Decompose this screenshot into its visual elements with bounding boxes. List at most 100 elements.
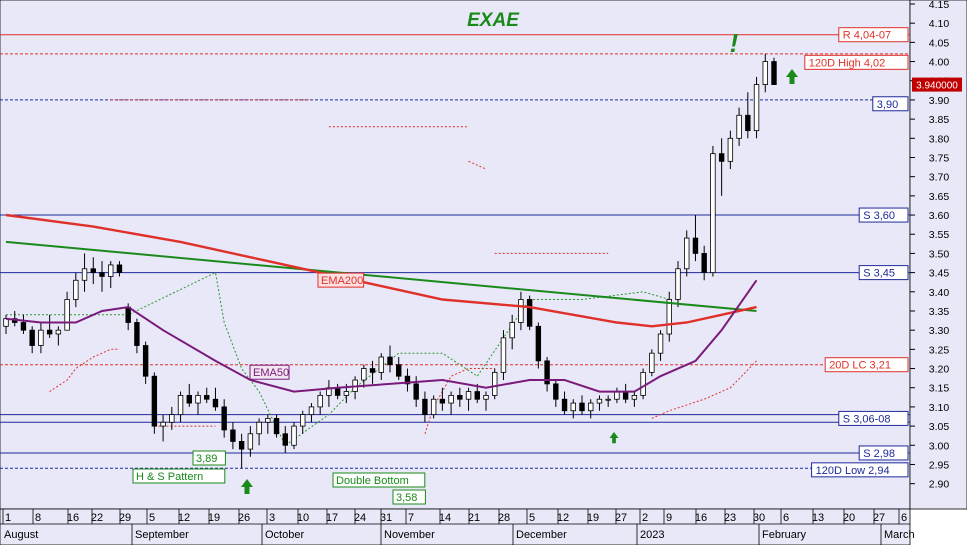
candle-body [142, 345, 149, 377]
month-label: November [384, 529, 435, 541]
ema50-label: EMA50 [249, 364, 290, 380]
month-label: March [884, 529, 915, 541]
y-tick-label: 3.75 [929, 152, 950, 164]
candle-body [439, 398, 446, 404]
candle-body [38, 329, 44, 346]
double-bottom-label-box [332, 472, 426, 488]
candle-body [631, 394, 638, 400]
support-298-label: S 2,98 [858, 445, 909, 461]
exclamation-mark: ! [730, 28, 739, 58]
month-label: September [135, 529, 189, 541]
candle-body [273, 418, 280, 435]
month-label: 2023 [640, 529, 664, 541]
month-label: October [265, 529, 304, 541]
db-value-label-box [392, 489, 426, 505]
resistance-label-box [838, 27, 909, 43]
date-axis-area [0, 508, 911, 545]
candle-body [448, 394, 454, 404]
x-axis: 1 8 16 22 29 5 12 19 26 3 10 17 24 31 7 14 21 28 5 12 19 27 2 9… [0, 509, 915, 545]
candle-body [727, 137, 734, 162]
candle-body [282, 433, 288, 446]
x-tick-label: 27 [873, 512, 885, 524]
support-298-label-box [858, 445, 909, 461]
trendline [5, 240, 757, 312]
x-tick-label: 27 [615, 512, 627, 524]
candle-body [317, 394, 323, 408]
ema50-line [5, 279, 758, 393]
candle-body [108, 264, 114, 277]
candle-body [718, 153, 725, 162]
candle-body [387, 356, 393, 366]
candle-body [3, 318, 9, 327]
level-labels: R 4,04-07 120D High 4,02 3,90 S 3,60 S 3,45 2… [804, 27, 909, 478]
y-tick-label: 4.10 [929, 18, 950, 30]
candle-body [90, 268, 96, 274]
candle-body [640, 371, 646, 396]
candle-body [81, 268, 88, 281]
candle-body [116, 264, 123, 274]
candle-body [614, 391, 620, 400]
candle-body [579, 402, 585, 412]
db-value-label-text: 3,58 [396, 492, 417, 504]
high-120d-label-box [804, 54, 909, 70]
x-tick-label: 2 [642, 512, 648, 524]
db-value-label: 3,58 [392, 489, 426, 505]
y-tick-label: 3.20 [929, 364, 950, 376]
double-bottom-label: Double Bottom [332, 472, 426, 488]
x-tick-label: 19 [208, 512, 220, 524]
x-tick-label: 8 [35, 512, 41, 524]
x-tick-label: 28 [498, 512, 510, 524]
y-tick-label: 3.80 [929, 133, 950, 145]
candle-body [666, 299, 672, 335]
candle-body [526, 299, 533, 327]
lc-20d-label-box [824, 357, 909, 373]
ema200-label-box [317, 272, 365, 288]
candle-body [300, 414, 306, 427]
y-tick-label: 3.35 [929, 306, 950, 318]
y-tick-label: 4.00 [929, 57, 950, 69]
y-tick-label: 3.05 [929, 421, 950, 433]
x-tick-label: 5 [149, 512, 155, 524]
lc-20d-label-text: 20D LC 3,21 [829, 360, 891, 372]
low-120d-label-box [811, 462, 909, 478]
x-tick-label: 21 [468, 512, 480, 524]
x-tick-label: 30 [753, 512, 765, 524]
x-tick-label: 26 [238, 512, 250, 524]
overlay-indicators [6, 99, 757, 447]
candle-body [509, 322, 515, 339]
candle-body [457, 394, 463, 400]
support-345-label-box [858, 265, 909, 281]
level-390-label-text: 3,90 [877, 99, 898, 111]
y-tick-label: 3.50 [929, 248, 950, 260]
x-tick-label: 9 [666, 512, 672, 524]
support-360-label-box [858, 207, 909, 223]
candle-body [378, 356, 384, 373]
candles [3, 53, 777, 469]
last-price-marker: 3.940000 [912, 77, 962, 92]
level-390-label-box [872, 96, 909, 112]
stop-line [6, 271, 670, 447]
ema200-label-text: EMA200 [321, 275, 363, 287]
y-tick-label: 3.60 [929, 210, 950, 222]
candle-body [134, 322, 140, 346]
support-306-label-text: S 3,06-08 [843, 413, 891, 425]
candle-body [588, 402, 594, 412]
candle-body [492, 371, 498, 396]
lower-channel-1 [49, 348, 120, 393]
candle-body [465, 391, 472, 400]
up-arrow-icon [786, 69, 798, 84]
y-tick-label: 3.90 [929, 95, 950, 107]
x-tick-label: 5 [529, 512, 535, 524]
candle-body [736, 114, 742, 139]
y-tick-label: 4.05 [929, 37, 950, 49]
y-tick-label: 3.15 [929, 383, 950, 395]
hs-value-label: 3,89 [192, 450, 226, 466]
y-tick-label: 2.95 [929, 459, 950, 471]
resistance-label-text: R 4,04-07 [843, 30, 891, 42]
x-tick-label: 16 [67, 512, 79, 524]
candle-body [701, 253, 707, 274]
high-120d-label: 120D High 4,02 [804, 54, 909, 70]
y-tick-label: 3.25 [929, 344, 950, 356]
candle-body [238, 441, 245, 450]
hs-value-label-text: 3,89 [196, 453, 217, 465]
